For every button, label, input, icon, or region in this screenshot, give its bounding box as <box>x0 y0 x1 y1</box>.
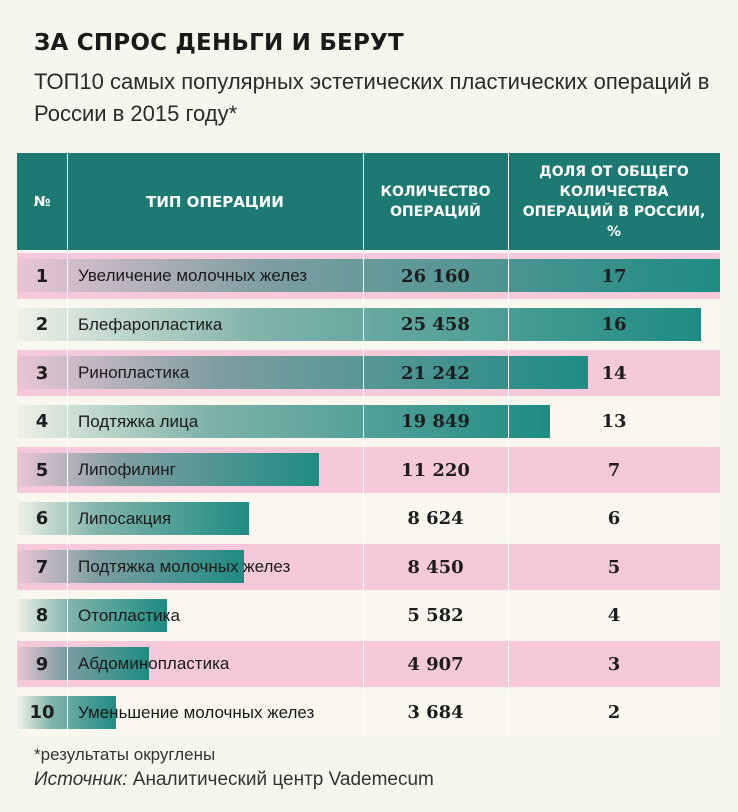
column-divider <box>67 153 68 735</box>
row-count: 5 582 <box>407 605 464 627</box>
row-rank: 7 <box>35 556 49 578</box>
row-rank: 3 <box>35 362 49 384</box>
table-row: 10 Уменьшение молочных желез 3 684 2 <box>17 689 720 736</box>
row-share: 2 <box>607 702 621 724</box>
row-share: 14 <box>601 362 627 384</box>
column-header-count: КОЛИЧЕСТВО ОПЕРАЦИЙ <box>380 183 491 220</box>
table-row: 6 Липосакция 8 624 6 <box>17 495 720 542</box>
table-row: 9 Абдоминопластика 4 907 3 <box>17 641 720 688</box>
row-count: 21 242 <box>401 362 470 384</box>
row-rank: 8 <box>35 605 49 627</box>
row-rank: 2 <box>35 314 49 336</box>
row-operation-type: Блефаропластика <box>78 314 223 334</box>
count-bar <box>17 404 551 438</box>
count-bar <box>17 259 720 292</box>
row-rank: 4 <box>35 411 49 433</box>
table-row: 5 Липофилинг 11 220 7 <box>17 447 720 494</box>
page-subtitle: ТОП10 самых популярных эстетических плас… <box>34 69 710 126</box>
row-count: 11 220 <box>401 459 470 481</box>
row-operation-type: Ринопластика <box>78 363 190 383</box>
row-operation-type: Уменьшение молочных желез <box>78 702 315 722</box>
row-operation-type: Абдоминопластика <box>78 654 230 674</box>
count-bar <box>17 356 588 390</box>
row-rank: 10 <box>29 702 55 724</box>
row-share: 6 <box>607 508 621 530</box>
row-rank: 9 <box>35 653 49 675</box>
table-row: 2 Блефаропластика 25 458 16 <box>17 301 720 348</box>
row-rank: 1 <box>35 265 49 287</box>
row-count: 8 450 <box>407 556 464 578</box>
row-count: 8 624 <box>407 508 464 530</box>
row-count: 26 160 <box>401 265 470 287</box>
row-operation-type: Подтяжка лица <box>78 411 199 431</box>
column-header-rank: № <box>33 193 51 210</box>
row-count: 19 849 <box>401 411 470 433</box>
row-share: 16 <box>601 314 627 336</box>
row-count: 3 684 <box>407 702 464 724</box>
row-count: 4 907 <box>407 653 464 675</box>
row-rank: 5 <box>35 459 49 481</box>
table-row: 4 Подтяжка лица 19 849 13 <box>17 398 720 445</box>
source-text: Аналитический центр Vademecum <box>127 769 434 790</box>
row-share: 5 <box>607 556 621 578</box>
count-bar <box>17 550 245 584</box>
column-header-share: ДОЛЯ ОТ ОБЩЕГО КОЛИЧЕСТВА ОПЕРАЦИЙ В РОС… <box>522 163 706 240</box>
column-divider <box>363 153 364 735</box>
row-operation-type: Липофилинг <box>78 460 176 480</box>
column-divider <box>508 153 509 735</box>
count-bar <box>17 307 702 341</box>
count-bar <box>17 647 149 681</box>
footnote: *результаты округлены <box>34 745 216 764</box>
row-operation-type: Подтяжка молочных желез <box>78 557 291 577</box>
row-operation-type: Увеличение молочных желез <box>78 266 308 285</box>
row-share: 17 <box>601 265 627 287</box>
source-label: Источник: <box>34 769 128 790</box>
row-rank: 6 <box>35 508 49 530</box>
count-bar <box>17 598 167 632</box>
table-row: 8 Отопластика 5 582 4 <box>17 592 720 639</box>
row-operation-type: Липосакция <box>78 508 172 528</box>
page-title: ЗА СПРОС ДЕНЬГИ И БЕРУТ <box>34 30 404 56</box>
column-header-type: ТИП ОПЕРАЦИИ <box>146 192 284 211</box>
source-line: Источник: Аналитический центр Vademecum <box>34 769 434 791</box>
count-bar <box>17 501 249 535</box>
row-operation-type: Отопластика <box>78 605 180 625</box>
table-row: 7 Подтяжка молочных желез 8 450 5 <box>17 544 720 591</box>
row-share: 7 <box>607 459 621 481</box>
row-share: 3 <box>607 653 621 675</box>
row-share: 13 <box>601 411 627 433</box>
count-bar <box>17 695 116 729</box>
row-count: 25 458 <box>401 314 470 336</box>
table-row: 1 Увеличение молочных желез 26 160 17 <box>17 253 720 299</box>
table-row: 3 Ринопластика 21 242 14 <box>17 350 720 397</box>
table-header: № ТИП ОПЕРАЦИИ КОЛИЧЕСТВО ОПЕРАЦИЙ ДОЛЯ … <box>17 153 720 250</box>
row-share: 4 <box>607 605 621 627</box>
